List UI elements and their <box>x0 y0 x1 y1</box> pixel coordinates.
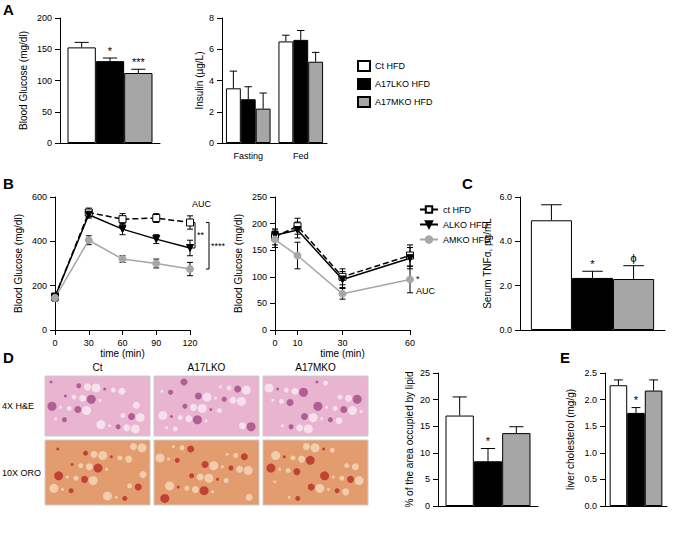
svg-text:Insulin (µg/L): Insulin (µg/L) <box>194 51 205 109</box>
svg-text:Blood Glucose (mg/dl): Blood Glucose (mg/dl) <box>233 214 244 313</box>
svg-text:50: 50 <box>42 107 52 117</box>
svg-text:0: 0 <box>272 338 277 348</box>
svg-text:A17LKO: A17LKO <box>188 362 226 373</box>
svg-text:90: 90 <box>151 338 161 348</box>
svg-text:Ct: Ct <box>93 362 103 373</box>
svg-text:0.0: 0.0 <box>499 325 512 335</box>
svg-text:AUC: AUC <box>416 286 436 296</box>
svg-text:*: * <box>634 394 639 406</box>
svg-text:150: 150 <box>37 44 52 54</box>
svg-text:400: 400 <box>32 236 47 246</box>
svg-text:2.0: 2.0 <box>584 395 597 405</box>
svg-text:A17MKO: A17MKO <box>295 362 336 373</box>
svg-text:4: 4 <box>209 76 214 86</box>
svg-text:200: 200 <box>252 219 267 229</box>
svg-text:0.5: 0.5 <box>584 474 597 484</box>
svg-text:250: 250 <box>252 192 267 202</box>
svg-text:AMKO HFD: AMKO HFD <box>443 235 491 245</box>
svg-text:Blood Glucose (mg/dl): Blood Glucose (mg/dl) <box>13 214 24 313</box>
svg-text:**: ** <box>197 230 205 240</box>
svg-text:10: 10 <box>292 338 302 348</box>
svg-text:time (min): time (min) <box>100 348 144 359</box>
svg-text:25: 25 <box>420 368 430 378</box>
svg-text:0: 0 <box>425 501 430 511</box>
svg-text:60: 60 <box>405 338 415 348</box>
svg-text:ALKO HFD: ALKO HFD <box>443 220 489 230</box>
svg-text:B: B <box>3 175 14 192</box>
svg-text:Ct HFD: Ct HFD <box>375 61 405 71</box>
svg-text:10: 10 <box>420 448 430 458</box>
svg-text:0: 0 <box>209 138 214 148</box>
svg-text:8: 8 <box>209 13 214 23</box>
svg-text:6: 6 <box>209 44 214 54</box>
svg-text:200: 200 <box>37 13 52 23</box>
svg-text:5: 5 <box>425 474 430 484</box>
svg-text:1.5: 1.5 <box>584 421 597 431</box>
svg-text:A17LKO HFD: A17LKO HFD <box>375 79 431 89</box>
svg-text:*: * <box>486 435 491 447</box>
svg-text:Fasting: Fasting <box>233 151 263 161</box>
svg-text:0: 0 <box>262 325 267 335</box>
svg-text:60: 60 <box>117 338 127 348</box>
svg-text:120: 120 <box>182 338 197 348</box>
svg-text:C: C <box>462 175 473 192</box>
svg-text:20: 20 <box>420 395 430 405</box>
svg-text:*: * <box>590 258 595 270</box>
svg-text:150: 150 <box>252 245 267 255</box>
svg-text:****: **** <box>211 241 226 251</box>
svg-text:% of the area occupied by lipi: % of the area occupied by lipid <box>404 371 415 507</box>
svg-text:AUC: AUC <box>192 199 212 209</box>
svg-text:0: 0 <box>42 325 47 335</box>
svg-text:A17MKO HFD: A17MKO HFD <box>375 97 433 107</box>
svg-text:A: A <box>3 1 14 18</box>
svg-text:Serum TNFα, pg/mL: Serum TNFα, pg/mL <box>482 218 493 309</box>
svg-text:E: E <box>560 349 570 366</box>
svg-text:15: 15 <box>420 421 430 431</box>
svg-text:100: 100 <box>252 272 267 282</box>
svg-text:0.0: 0.0 <box>584 501 597 511</box>
svg-text:30: 30 <box>337 338 347 348</box>
svg-text:ct HFD: ct HFD <box>443 205 471 215</box>
svg-text:100: 100 <box>37 76 52 86</box>
svg-text:600: 600 <box>32 192 47 202</box>
svg-text:Blood Glucose (mg/dl): Blood Glucose (mg/dl) <box>18 31 29 130</box>
svg-text:50: 50 <box>257 298 267 308</box>
svg-text:4.0: 4.0 <box>499 236 512 246</box>
svg-text:ϕ: ϕ <box>630 252 636 264</box>
svg-text:***: *** <box>132 56 146 68</box>
svg-text:time (min): time (min) <box>320 348 364 359</box>
svg-text:4X H&E: 4X H&E <box>2 401 34 411</box>
svg-text:2.0: 2.0 <box>499 281 512 291</box>
svg-text:6.0: 6.0 <box>499 192 512 202</box>
svg-text:Fed: Fed <box>293 151 309 161</box>
svg-text:30: 30 <box>84 338 94 348</box>
svg-text:1.0: 1.0 <box>584 448 597 458</box>
svg-text:2.5: 2.5 <box>584 368 597 378</box>
svg-text:0: 0 <box>52 338 57 348</box>
svg-text:*: * <box>108 45 113 57</box>
svg-text:0: 0 <box>47 138 52 148</box>
svg-text:liver cholesterol (mg/g): liver cholesterol (mg/g) <box>565 389 576 490</box>
svg-text:D: D <box>3 349 14 366</box>
svg-text:10X ORO: 10X ORO <box>2 468 41 478</box>
svg-text:200: 200 <box>32 281 47 291</box>
svg-text:2: 2 <box>209 107 214 117</box>
svg-text:*: * <box>416 274 420 284</box>
